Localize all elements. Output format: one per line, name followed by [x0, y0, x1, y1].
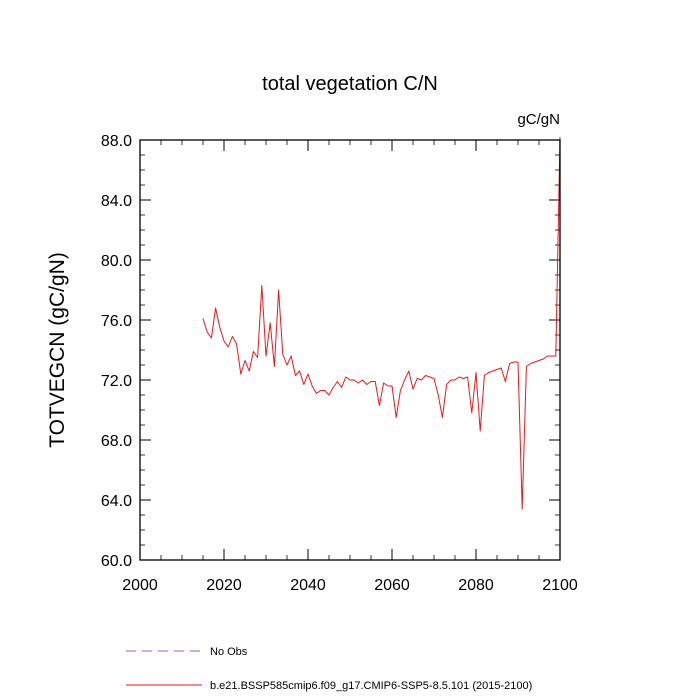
legend-label-model: b.e21.BSSP585cmip6.f09_g17.CMIP6-SSP5-8.… — [210, 680, 532, 692]
axis-ticks — [139, 139, 561, 561]
x-tick-label: 2040 — [290, 577, 326, 594]
y-tick-label: 68.0 — [101, 433, 132, 450]
y-tick-label: 84.0 — [101, 193, 132, 210]
legend-label-no-obs: No Obs — [210, 646, 248, 658]
chart-title: total vegetation C/N — [262, 73, 438, 95]
series-line-1 — [202, 136, 561, 510]
plot-frame — [139, 139, 561, 561]
x-tick-label: 2100 — [542, 577, 578, 594]
x-tick-label: 2020 — [206, 577, 242, 594]
x-tick-label: 2000 — [122, 577, 158, 594]
y-tick-label: 60.0 — [101, 553, 132, 570]
series-layer — [202, 136, 561, 510]
y-tick-label: 72.0 — [101, 373, 132, 390]
y-tick-label: 64.0 — [101, 493, 132, 510]
axis-tick-labels: 2000 2020 2040 2060 2080 2100 60.0 64.0 68.0 72.0… — [101, 133, 578, 594]
y-tick-label: 80.0 — [101, 253, 132, 270]
x-tick-label: 2060 — [374, 577, 410, 594]
units-label: gC/gN — [517, 111, 560, 128]
x-tick-label: 2080 — [458, 577, 494, 594]
y-axis-label: TOTVEGCN (gC/gN) — [46, 252, 69, 448]
y-tick-label: 76.0 — [101, 313, 132, 330]
y-tick-label: 88.0 — [101, 133, 132, 150]
